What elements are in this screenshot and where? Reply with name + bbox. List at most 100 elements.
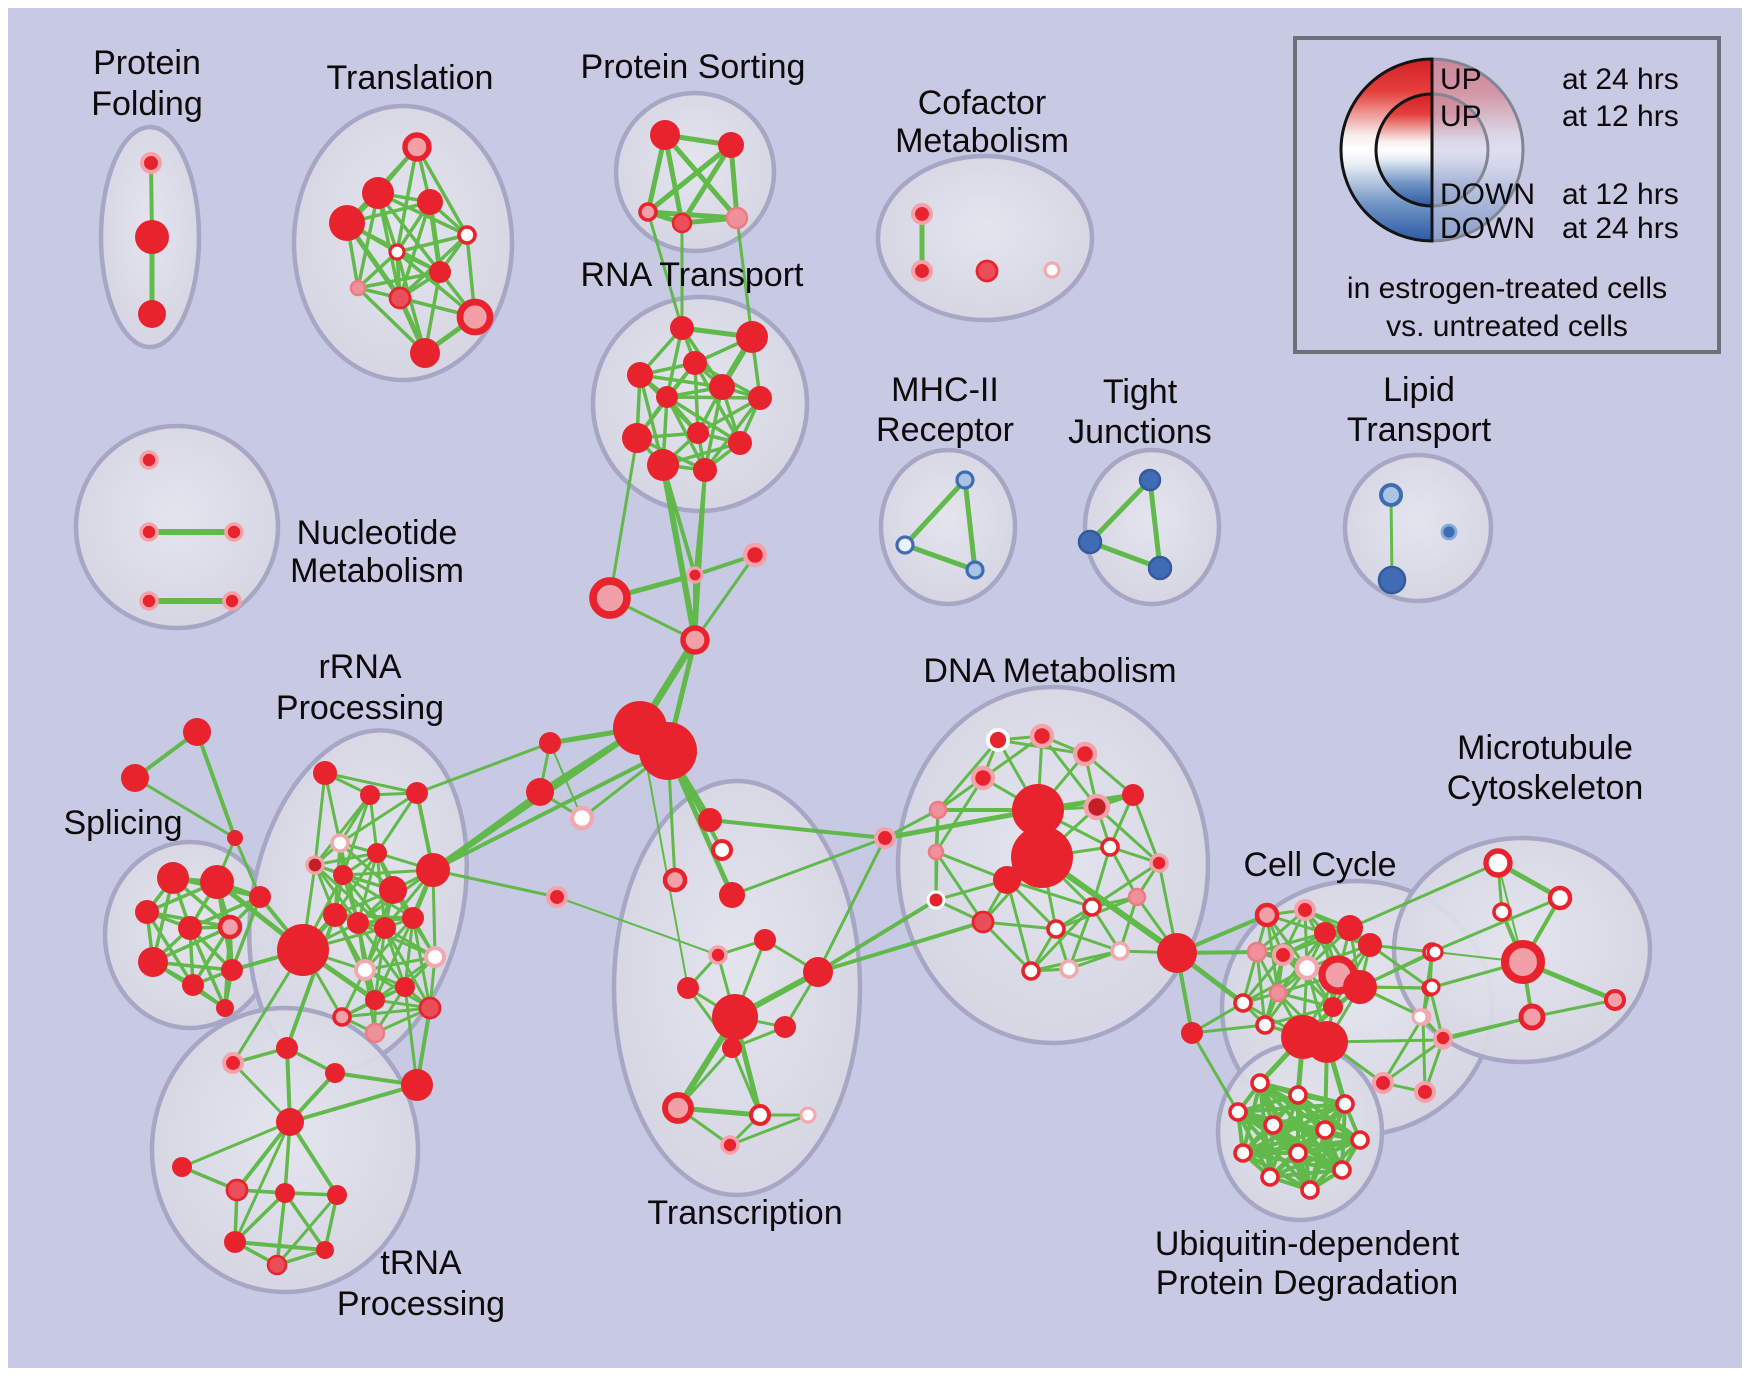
- node-cell-cycle: [1294, 955, 1320, 981]
- node-rrna-processing: [423, 945, 447, 969]
- node-transcription: [722, 1038, 742, 1058]
- node-lipid-transport: [1379, 483, 1403, 507]
- node-splicing: [157, 862, 189, 894]
- cluster-ellipse-tight-junctions: [1082, 447, 1222, 607]
- node-rrna-processing: [416, 853, 450, 887]
- edge-dna-metabolism: [1131, 793, 1161, 865]
- node-trna-processing: [266, 1254, 288, 1276]
- node-rna-transport: [683, 351, 707, 375]
- node-cell-cycle: [1293, 898, 1317, 922]
- node-rna-transport: [728, 431, 752, 455]
- edge-cell-cycle: [1190, 1023, 1267, 1035]
- node-dna-metabolism: [1082, 897, 1102, 917]
- node-rna-transport: [748, 386, 772, 410]
- node-dna-metabolism: [971, 910, 995, 934]
- node-cell-cycle: [1181, 1022, 1203, 1044]
- node-rrna-processing: [395, 977, 415, 997]
- node-splicing: [200, 865, 234, 899]
- node-dna-metabolism: [1149, 853, 1169, 873]
- legend-caption: vs. untreated cells: [1386, 310, 1628, 343]
- node-rrna-processing: [367, 843, 387, 863]
- node-transcription: [662, 1092, 694, 1124]
- node-splicing: [182, 974, 204, 996]
- edge-transcription: [728, 1113, 810, 1147]
- node-protein-folding: [135, 220, 169, 254]
- edge-ubiquitin-degradation: [1268, 1168, 1344, 1179]
- node-dna-metabolism: [1110, 941, 1130, 961]
- node-rrna-processing: [364, 1022, 386, 1044]
- node-lipid-transport: [1440, 523, 1458, 541]
- node-transcription: [720, 1135, 740, 1155]
- node-microtubule-cytoskeleton: [1483, 848, 1513, 878]
- node-connectors: [227, 830, 243, 846]
- node-rna-transport: [622, 423, 652, 453]
- node-translation: [349, 279, 367, 297]
- node-cofactor-metabolism: [975, 259, 999, 283]
- cluster-label-rrna-processing: rRNA Processing: [276, 648, 444, 727]
- edge-splicing: [188, 895, 262, 930]
- node-connectors: [639, 722, 697, 780]
- edge-intercluster: [608, 436, 639, 600]
- cluster-label-cell-cycle: Cell Cycle: [1243, 846, 1396, 884]
- legend-row-direction: UP: [1440, 100, 1482, 133]
- node-dna-metabolism: [1122, 784, 1144, 806]
- edge-dna-metabolism: [936, 738, 1000, 812]
- node-cell-cycle: [1323, 997, 1343, 1017]
- node-rna-transport: [687, 422, 709, 444]
- node-dna-metabolism: [1072, 741, 1098, 767]
- node-dna-metabolism: [1029, 723, 1055, 749]
- node-trna-processing: [316, 1241, 334, 1259]
- edge-connectors: [730, 836, 887, 897]
- legend: UP at 24 hrs UP at 12 hrs DOWN at 12 hrs DOWN a…: [1293, 36, 1721, 354]
- node-protein-sorting: [718, 132, 744, 158]
- node-transcription: [712, 994, 758, 1040]
- edge-intercluster: [693, 553, 757, 642]
- node-connectors: [698, 808, 722, 832]
- edge-mhc-ii-receptor: [902, 477, 968, 548]
- node-rna-transport: [670, 316, 694, 340]
- edge-rrna-processing: [363, 955, 437, 972]
- node-cell-cycle: [1371, 1071, 1395, 1095]
- legend-glyph-fade-half: [1433, 57, 1529, 243]
- cluster-label-protein-folding: Protein Folding: [91, 44, 203, 123]
- node-microtubule-cytoskeleton: [1433, 1028, 1453, 1048]
- node-cell-cycle: [1337, 915, 1363, 941]
- node-microtubule-cytoskeleton: [1411, 1008, 1429, 1026]
- edge-trna-processing: [180, 1120, 292, 1169]
- node-microtubule-cytoskeleton: [1603, 988, 1627, 1012]
- node-rna-transport: [647, 449, 679, 481]
- legend-row-time: at 12 hrs: [1562, 100, 1679, 133]
- edge-intercluster: [646, 210, 684, 330]
- node-ubiquitin-degradation: [1288, 1143, 1308, 1163]
- edge-protein-sorting: [679, 142, 734, 226]
- cluster-label-splicing: Splicing: [63, 804, 182, 842]
- node-connectors: [589, 577, 631, 619]
- node-rrna-processing: [406, 782, 428, 804]
- node-cell-cycle: [1306, 1021, 1348, 1063]
- cluster-label-microtubule-cytoskeleton: Microtubule Cytoskeleton: [1447, 729, 1644, 807]
- node-lipid-transport: [1377, 565, 1407, 595]
- node-splicing: [216, 999, 234, 1017]
- node-ubiquitin-degradation: [1228, 1102, 1248, 1122]
- node-cell-cycle: [1358, 933, 1382, 957]
- edge-rrna-processing: [411, 916, 432, 1010]
- edge-rrna-processing: [363, 916, 415, 972]
- node-transcription: [754, 929, 776, 951]
- node-translation: [410, 338, 440, 368]
- node-tight-junctions: [1077, 529, 1103, 555]
- edge-rrna-processing: [323, 771, 419, 795]
- node-transcription: [748, 1103, 772, 1127]
- node-rrna-processing: [323, 903, 347, 927]
- node-connectors: [526, 778, 554, 806]
- edge-translation: [356, 270, 442, 290]
- cluster-ellipse-mhc-ii-receptor: [878, 447, 1018, 607]
- node-nucleotide-metabolism: [222, 591, 242, 611]
- cluster-label-trna-processing: tRNA Processing: [337, 1244, 505, 1323]
- edge-intercluster: [556, 896, 719, 956]
- node-nucleotide-metabolism: [139, 522, 159, 542]
- node-microtubule-cytoskeleton: [1492, 902, 1512, 922]
- node-rna-transport: [627, 362, 653, 388]
- node-splicing: [135, 900, 159, 924]
- node-translation: [362, 177, 394, 209]
- node-transcription: [708, 945, 728, 965]
